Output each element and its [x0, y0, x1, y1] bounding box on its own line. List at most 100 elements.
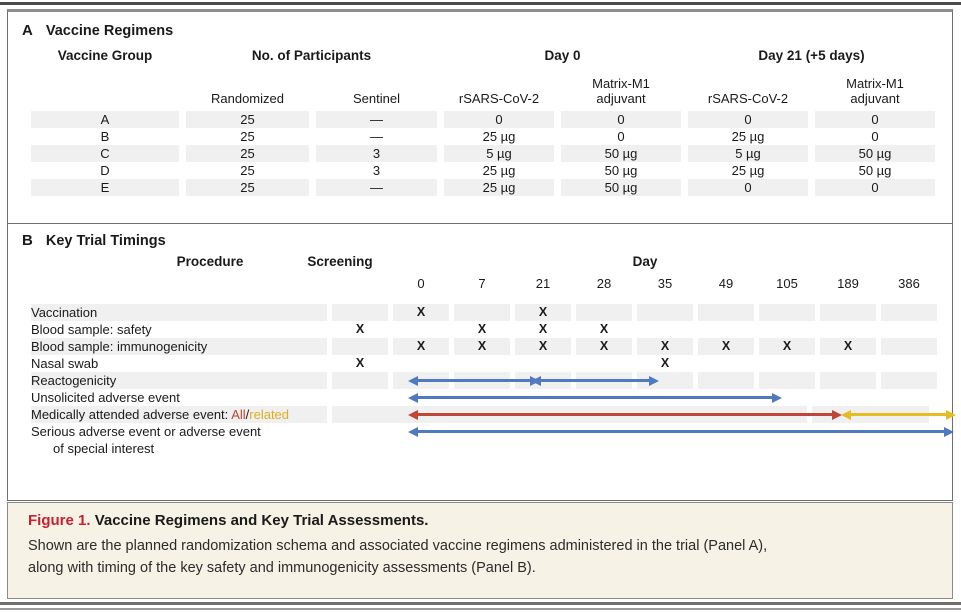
panel-a-table: A 25 — 0 0 0 0 B 25 — 25 µg 0 25 µg 0 C … [31, 111, 935, 196]
table-row-blood-immunogenicity: Blood sample: immunogenicity X X X X X X… [31, 338, 937, 355]
table-row-nasal-swab: Nasal swab X X [31, 355, 937, 372]
cell-day-189 [820, 304, 876, 321]
cell-day-189 [820, 355, 876, 372]
cell-day-35 [637, 304, 693, 321]
panel-b: B Key Trial Timings Procedure Screening … [8, 224, 956, 500]
header-randomized: Randomized [211, 91, 284, 106]
cell-randomized: 25 [186, 111, 309, 128]
day-tick-49: 49 [718, 276, 734, 291]
arrow-serious-ae-day0-386 [408, 426, 954, 437]
cell-day-21 [515, 355, 571, 372]
cell-day-28 [576, 304, 632, 321]
header-antigen-day21: rSARS-CoV-2 [707, 91, 789, 106]
table-row-blood-safety: Blood sample: safety X X X X [31, 321, 937, 338]
table-row-serious-ae: Serious adverse event or adverse event o… [31, 423, 954, 457]
cell-day-21: X [515, 304, 571, 321]
cell-d0-antigen: 0 [444, 111, 554, 128]
day-tick-28: 28 [596, 276, 612, 291]
cell-day-386 [881, 338, 937, 355]
maae-label-slash: / [245, 407, 250, 422]
cell-randomized: 25 [240, 163, 255, 178]
day-tick-21: 21 [535, 276, 551, 291]
cell-d0-antigen: 25 µg [482, 163, 516, 178]
cell-d21-adjuvant: 0 [815, 111, 935, 128]
day-tick-386: 386 [898, 276, 920, 291]
day-number-row: 0 7 21 28 35 49 105 189 386 [31, 276, 937, 291]
row-label: Medically attended adverse event: All/re… [31, 406, 327, 423]
day-tick-7: 7 [478, 276, 486, 291]
sae-label-line1: Serious adverse event or adverse event [31, 424, 261, 439]
cell-day-386 [881, 304, 937, 321]
bottom-rule [0, 602, 961, 610]
cell-group: A [31, 111, 179, 128]
cell-day-386 [881, 372, 937, 389]
row-label: Blood sample: immunogenicity [31, 338, 327, 355]
sae-label-line2: of special interest [53, 441, 155, 456]
day-tick-189: 189 [837, 276, 859, 291]
cell-day-7: X [477, 322, 487, 336]
row-label: Unsolicited adverse event [31, 390, 180, 405]
cell-d0-antigen: 25 µg [482, 129, 516, 144]
cell-day-28 [576, 355, 632, 372]
panel-a-header-groups: Vaccine Group No. of Participants Day 0 … [31, 48, 935, 63]
cell-day-105 [759, 355, 815, 372]
row-label: Serious adverse event or adverse event o… [31, 423, 327, 457]
cell-day-0 [393, 321, 449, 338]
day-tick-105: 105 [776, 276, 798, 291]
figure-box: A Vaccine Regimens Vaccine Group No. of … [7, 9, 956, 501]
cell-d21-antigen: 0 [688, 111, 808, 128]
cell-sentinel: — [316, 111, 437, 128]
arrow-reactogenicity-day0-7 [408, 375, 540, 386]
table-row-group-a: A 25 — 0 0 0 0 [31, 111, 935, 128]
cell-day-189 [820, 372, 876, 389]
day-number-spacer [31, 276, 327, 291]
cell-screening: X [355, 356, 365, 370]
table-row-group-c: C 25 3 5 µg 50 µg 5 µg 50 µg [31, 145, 935, 162]
row-label: Reactogenicity [31, 372, 327, 389]
header-day0: Day 0 [544, 48, 581, 63]
header-participants: No. of Participants [251, 48, 372, 63]
cell-day-0 [393, 355, 449, 372]
panel-a: A Vaccine Regimens Vaccine Group No. of … [8, 12, 952, 224]
maae-label-related: related [249, 407, 290, 422]
maae-label-all: All [231, 407, 246, 422]
cell-sentinel: 3 [372, 163, 381, 178]
cell-sentinel: 3 [316, 145, 437, 162]
row-label: Vaccination [31, 304, 327, 321]
cell-day-7 [454, 304, 510, 321]
cell-randomized: 25 [240, 129, 255, 144]
cell-d0-adjuvant: 50 µg [561, 145, 681, 162]
cell-d21-adjuvant: 50 µg [858, 163, 892, 178]
cell-d21-antigen: 0 [688, 179, 808, 196]
cell-group: C [31, 145, 179, 162]
table-row-medically-attended-ae: Medically attended adverse event: All/re… [31, 406, 956, 423]
table-row-group-b: B 25 — 25 µg 0 25 µg 0 [31, 128, 935, 145]
cell-day-35: X [660, 356, 670, 370]
cell-randomized: 25 [186, 145, 309, 162]
top-rule [0, 2, 961, 5]
cell-screening [332, 372, 388, 389]
table-row-reactogenicity: Reactogenicity [31, 372, 937, 389]
cell-day-105: X [759, 338, 815, 355]
header-screening: Screening [307, 254, 373, 269]
header-antigen-day0: rSARS-CoV-2 [458, 91, 540, 106]
arrow-unsolicited-ae-day0-49 [408, 392, 782, 403]
cell-group: B [100, 129, 110, 144]
cell-day-35: X [637, 338, 693, 355]
table-row-group-e: E 25 — 25 µg 50 µg 0 0 [31, 179, 935, 196]
cell-day-21: X [538, 322, 548, 336]
panel-b-letter: B [22, 232, 33, 249]
cell-d0-antigen: 5 µg [444, 145, 554, 162]
table-row-group-d: D 25 3 25 µg 50 µg 25 µg 50 µg [31, 162, 935, 179]
cell-d0-adjuvant: 50 µg [604, 163, 638, 178]
panel-b-title: B Key Trial Timings [22, 232, 166, 249]
cell-day-105 [759, 304, 815, 321]
header-adjuvant-day0-text: Matrix-M1 adjuvant [592, 76, 650, 106]
cell-screening [332, 338, 388, 355]
header-adjuvant-day0: Matrix-M1 adjuvant [561, 76, 681, 106]
maae-label-prefix: Medically attended adverse event: [31, 407, 232, 422]
panel-b-table: Vaccination X X Blood sample: safety X X… [31, 304, 956, 457]
arrow-reactogenicity-day21-28 [531, 375, 659, 386]
arrow-maae-all-day0-105 [408, 409, 842, 420]
arrow-maae-related-day189-386 [841, 409, 956, 420]
